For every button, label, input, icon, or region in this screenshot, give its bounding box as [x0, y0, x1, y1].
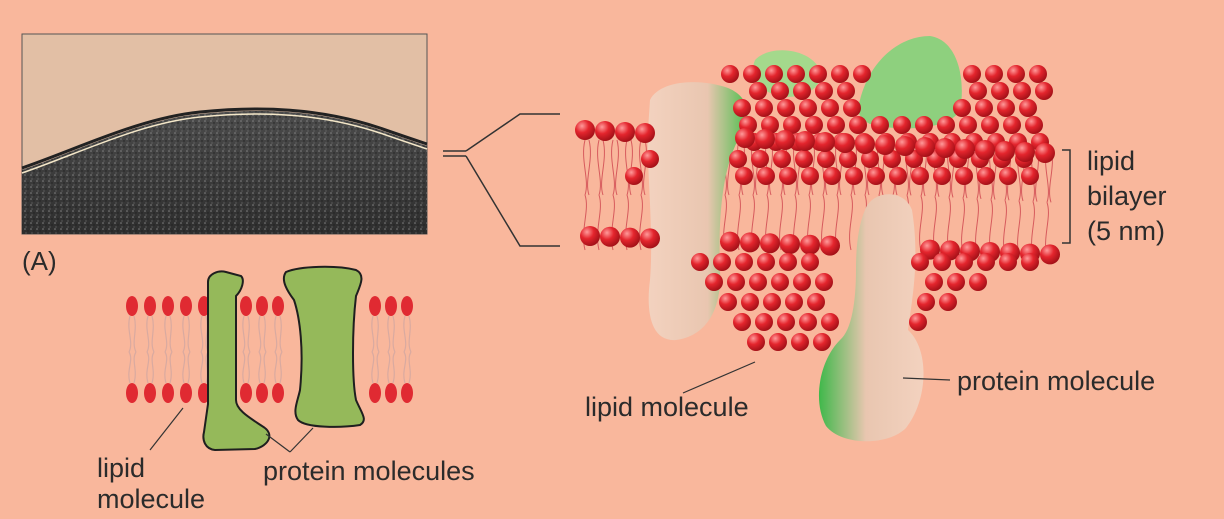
lipid-label-line1: lipid — [97, 453, 146, 483]
protein-molecules-label: protein molecules — [263, 456, 475, 486]
lipid-molecule — [256, 351, 268, 403]
zoom-lines — [443, 113, 560, 247]
membrane-leader-lines — [682, 361, 951, 394]
bilayer-schematic — [126, 296, 413, 403]
protein-3d-back — [858, 36, 962, 129]
lipid-molecule — [401, 351, 413, 403]
lipid-molecule — [272, 296, 284, 353]
lipid-molecule — [126, 351, 138, 403]
transmembrane-protein-thin — [202, 270, 271, 452]
lipid-molecule — [385, 351, 397, 403]
bilayer-bracket — [1062, 149, 1071, 244]
lipid-molecule — [256, 296, 268, 353]
bilayer-label-line2: bilayer — [1087, 181, 1167, 211]
lipid-molecule-label-left: lipid molecule — [97, 453, 205, 515]
lipid-molecule — [369, 351, 381, 403]
lipid-molecule — [126, 296, 138, 353]
lipid-molecule — [385, 296, 397, 353]
lipid-molecule — [144, 296, 156, 353]
micrograph-panel — [21, 33, 428, 235]
bilayer-label-line3: (5 nm) — [1087, 216, 1166, 246]
lipid-molecule — [369, 296, 381, 353]
protein-molecule-label: protein molecule — [957, 366, 1156, 396]
schematic-leader-lines — [149, 407, 314, 453]
protein-3d-right — [818, 194, 924, 442]
bilayer-label-line1: lipid — [1087, 146, 1136, 176]
lipid-label-line2: molecule — [97, 484, 206, 514]
lipid-molecule — [180, 296, 192, 353]
lipid-molecule — [144, 351, 156, 403]
transmembrane-protein-wide — [282, 265, 365, 428]
lipid-molecule — [272, 351, 284, 403]
lipid-molecule — [162, 351, 174, 403]
lipid-molecule — [162, 296, 174, 353]
membrane-3d — [575, 36, 1060, 442]
lipid-molecule — [401, 296, 413, 353]
lipid-bilayer-label: lipid bilayer (5 nm) — [1087, 144, 1167, 249]
lipid-molecule-label-right: lipid molecule — [585, 392, 749, 422]
lipid-molecule — [240, 296, 252, 353]
panel-label: (A) — [22, 246, 57, 276]
lipid-molecule — [240, 351, 252, 403]
lipid-molecule — [180, 351, 192, 403]
lipid-heads-3d — [575, 65, 1060, 351]
protein-3d-left — [647, 82, 748, 341]
